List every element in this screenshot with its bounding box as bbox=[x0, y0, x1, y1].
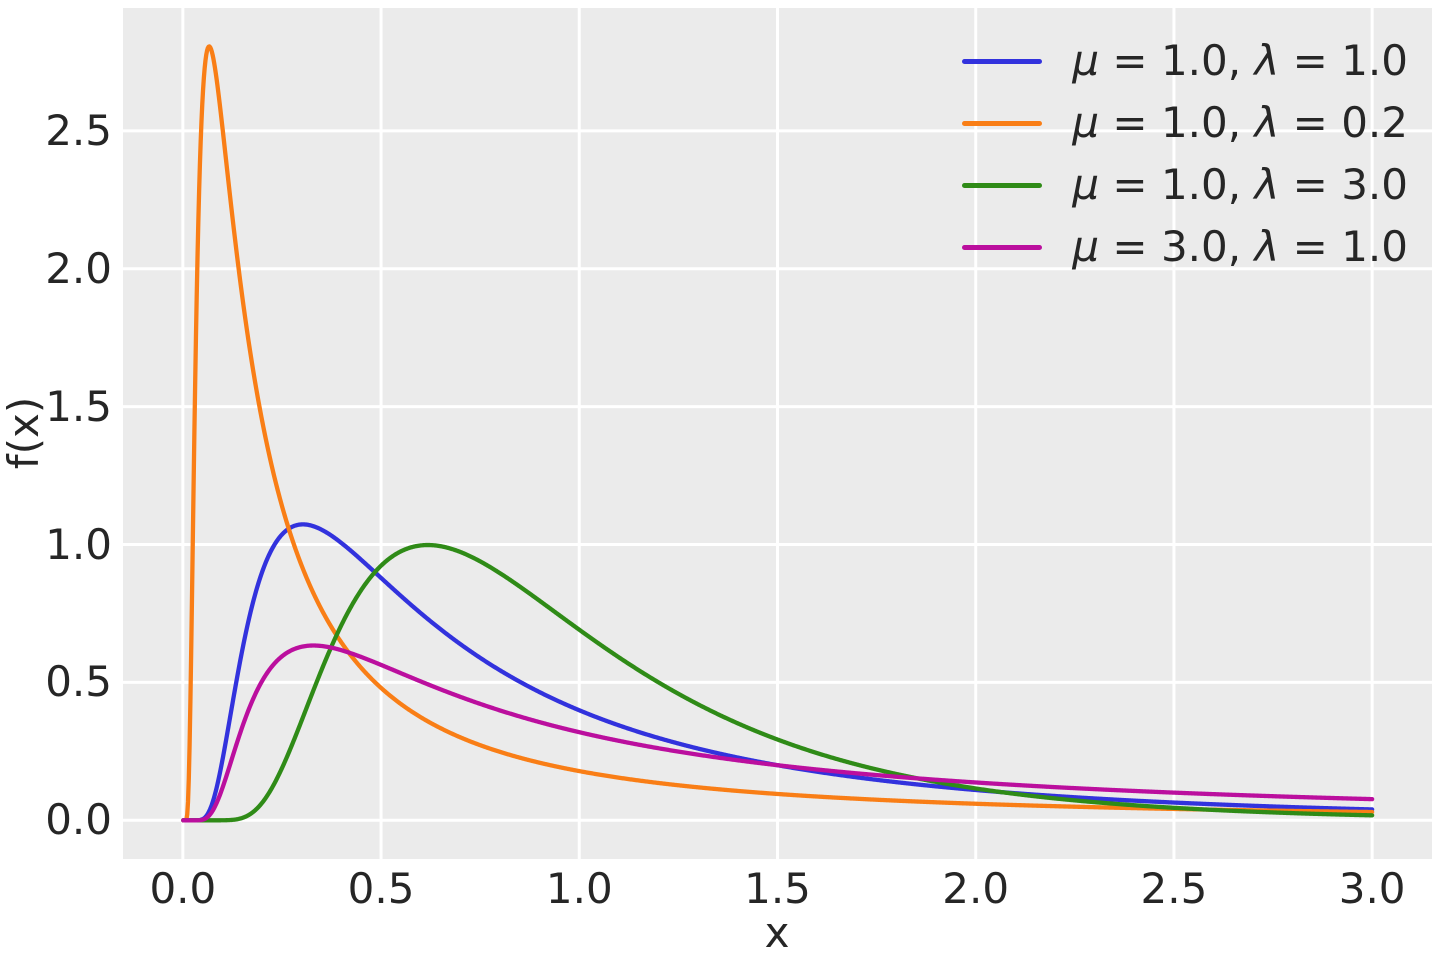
x-tick-label: 1.0 bbox=[545, 864, 613, 913]
curve-series-3 bbox=[181, 643, 1375, 823]
plot-canvas bbox=[123, 8, 1432, 859]
legend-line-swatch bbox=[962, 182, 1043, 188]
legend-row-0: μ = 1.0, λ = 1.0 bbox=[962, 30, 1408, 92]
y-tick-label: 1.5 bbox=[45, 381, 112, 431]
plot-area: μ = 1.0, λ = 1.0 μ = 1.0, λ = 0.2 μ = 1.0,… bbox=[123, 8, 1432, 859]
legend-row-3: μ = 3.0, λ = 1.0 bbox=[962, 216, 1408, 278]
x-axis-label: x bbox=[764, 908, 790, 957]
legend-label: μ = 1.0, λ = 3.0 bbox=[1072, 160, 1408, 209]
x-tick-label: 2.5 bbox=[1140, 864, 1208, 913]
legend-line-swatch bbox=[962, 244, 1043, 250]
y-tick-label: 1.0 bbox=[45, 519, 112, 569]
legend-label: μ = 1.0, λ = 0.2 bbox=[1072, 98, 1408, 147]
y-tick-label: 2.5 bbox=[45, 105, 112, 155]
legend: μ = 1.0, λ = 1.0 μ = 1.0, λ = 0.2 μ = 1.0,… bbox=[962, 30, 1408, 278]
legend-row-1: μ = 1.0, λ = 0.2 bbox=[962, 92, 1408, 154]
y-axis-label: f(x) bbox=[0, 396, 48, 470]
y-tick-label: 2.0 bbox=[45, 243, 112, 293]
x-tick-label: 0.0 bbox=[149, 864, 217, 913]
legend-row-2: μ = 1.0, λ = 3.0 bbox=[962, 154, 1408, 216]
x-tick-label: 1.5 bbox=[744, 864, 811, 913]
y-tick-label: 0.0 bbox=[45, 795, 112, 845]
x-tick-label: 3.0 bbox=[1338, 864, 1406, 913]
x-tick-label: 2.0 bbox=[942, 864, 1010, 913]
legend-label: μ = 1.0, λ = 1.0 bbox=[1072, 36, 1408, 85]
legend-line-swatch bbox=[962, 120, 1043, 126]
curve-series-2 bbox=[181, 542, 1375, 823]
x-tick-label: 0.5 bbox=[347, 864, 415, 913]
y-tick-label: 0.5 bbox=[45, 657, 112, 707]
legend-label: μ = 3.0, λ = 1.0 bbox=[1072, 222, 1408, 271]
legend-line-swatch bbox=[962, 58, 1043, 64]
